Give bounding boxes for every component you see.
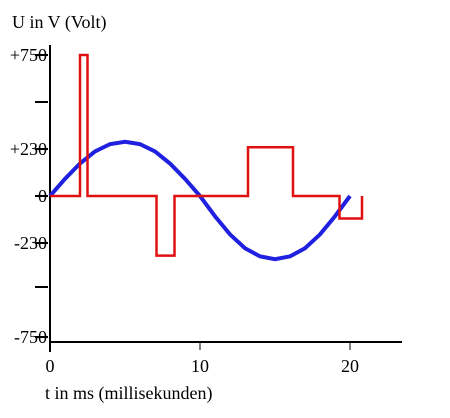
series-line <box>50 53 364 257</box>
x-tick-label: 20 <box>341 356 359 376</box>
y-tick-label: +750 <box>10 45 47 65</box>
series-line <box>48 139 352 262</box>
y-tick-label: +230 <box>10 139 47 159</box>
x-axis-label: t in ms (millisekunden) <box>45 383 212 404</box>
y-tick-label: -750 <box>14 327 47 347</box>
chart-title: U in V (Volt) <box>12 12 107 33</box>
y-tick-label: -230 <box>14 233 47 253</box>
x-tick-label: 0 <box>46 356 55 376</box>
x-tick-label: 10 <box>191 356 209 376</box>
y-tick-label: 0 <box>38 186 47 206</box>
